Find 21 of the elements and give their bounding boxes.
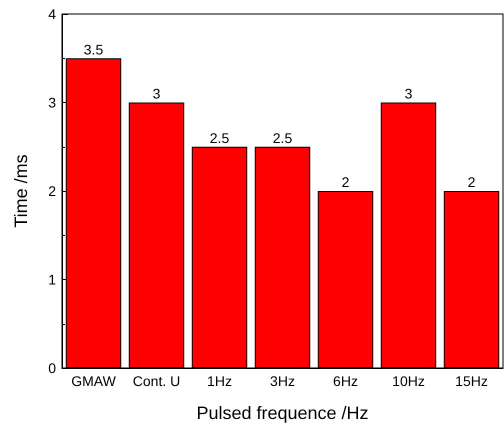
x-tick-label: 3Hz xyxy=(270,373,295,389)
x-tick-label: 6Hz xyxy=(333,373,358,389)
data-label: 2.5 xyxy=(210,130,230,146)
y-tick-label: 0 xyxy=(48,360,56,376)
x-tick-label: GMAW xyxy=(71,373,117,389)
y-tick-label: 1 xyxy=(48,272,56,288)
y-tick-label: 4 xyxy=(48,6,56,22)
x-tick-label: Cont. U xyxy=(132,373,180,389)
data-label: 2.5 xyxy=(272,130,292,146)
data-label: 3 xyxy=(152,86,161,102)
data-label: 2 xyxy=(342,174,350,190)
data-label: 3 xyxy=(404,86,413,102)
data-label: 3.5 xyxy=(84,41,104,58)
y-axis-title: Time /ms xyxy=(11,154,31,228)
y-tick-label: 2 xyxy=(48,183,56,199)
data-label: 2 xyxy=(468,174,476,190)
y-tick-label: 3 xyxy=(48,94,56,110)
x-tick-label: 10Hz xyxy=(392,373,425,389)
x-axis-title: Pulsed frequence /Hz xyxy=(196,403,369,423)
x-tick-label: 1Hz xyxy=(207,373,232,389)
x-tick-label: 15Hz xyxy=(455,373,488,389)
